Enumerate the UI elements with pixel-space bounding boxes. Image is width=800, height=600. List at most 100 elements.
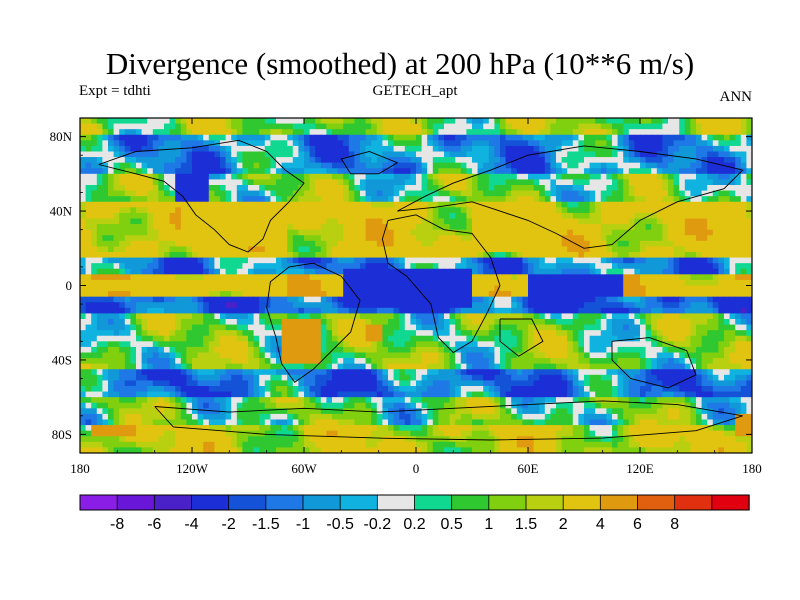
- field-cell: [203, 151, 210, 158]
- field-cell: [236, 179, 243, 186]
- field-cell: [152, 129, 159, 136]
- field-cell: [136, 129, 143, 136]
- field-cell: [584, 123, 591, 130]
- field-cell: [281, 129, 288, 136]
- field-cell: [589, 229, 596, 236]
- field-cell: [203, 252, 210, 259]
- field-cell: [192, 324, 199, 331]
- field-cell: [169, 151, 176, 158]
- field-cell: [298, 212, 305, 220]
- field-cell: [259, 319, 266, 326]
- field-cell: [348, 313, 355, 320]
- field-cell: [539, 240, 546, 248]
- field-cell: [141, 279, 148, 287]
- field-cell: [455, 274, 462, 281]
- field-cell: [404, 168, 411, 175]
- field-cell: [337, 229, 344, 236]
- field-cell: [236, 330, 243, 337]
- field-cell: [180, 229, 187, 236]
- field-cell: [634, 319, 641, 326]
- field-cell: [404, 134, 411, 141]
- field-cell: [724, 335, 731, 342]
- field-cell: [707, 229, 714, 236]
- field-cell: [488, 162, 495, 169]
- field-cell: [690, 224, 697, 231]
- field-cell: [186, 341, 193, 348]
- field-cell: [668, 134, 675, 141]
- field-cell: [679, 229, 686, 236]
- field-cell: [634, 274, 641, 281]
- field-cell: [136, 313, 143, 320]
- field-cell: [337, 218, 344, 225]
- field-cell: [393, 324, 400, 331]
- field-cell: [472, 246, 479, 253]
- field-cell: [500, 229, 507, 236]
- field-cell: [718, 252, 725, 259]
- field-cell: [673, 330, 680, 337]
- field-cell: [343, 190, 350, 197]
- field-cell: [287, 118, 294, 125]
- field-cell: [399, 123, 406, 130]
- field-cell: [438, 274, 445, 281]
- field-cell: [595, 145, 602, 153]
- field-cell: [180, 279, 187, 287]
- field-cell: [91, 196, 98, 203]
- field-cell: [578, 229, 585, 236]
- field-cell: [522, 246, 529, 253]
- field-cell: [85, 123, 92, 130]
- field-cell: [371, 134, 378, 141]
- field-cell: [354, 302, 361, 309]
- field-cell: [477, 252, 484, 259]
- field-cell: [376, 313, 383, 320]
- field-cell: [287, 252, 294, 259]
- field-cell: [432, 246, 439, 253]
- field-cell: [432, 341, 439, 348]
- field-cell: [740, 118, 747, 125]
- field-cell: [690, 341, 697, 348]
- field-cell: [124, 196, 131, 203]
- field-cell: [326, 346, 333, 354]
- field-cell: [152, 179, 159, 186]
- field-cell: [292, 319, 299, 326]
- field-cell: [707, 235, 714, 242]
- field-cell: [231, 268, 238, 275]
- field-cell: [617, 324, 624, 331]
- field-cell: [96, 118, 103, 125]
- field-cell: [651, 279, 658, 287]
- field-cell: [427, 268, 434, 275]
- field-cell: [634, 324, 641, 331]
- field-cell: [388, 307, 395, 315]
- field-cell: [724, 185, 731, 192]
- field-cell: [388, 140, 395, 147]
- field-cell: [656, 162, 663, 169]
- field-cell: [617, 240, 624, 248]
- field-cell: [124, 346, 131, 354]
- field-cell: [108, 246, 115, 253]
- field-cell: [651, 285, 658, 292]
- field-cell: [505, 123, 512, 130]
- field-cell: [528, 279, 535, 287]
- field-cell: [466, 179, 473, 186]
- field-cell: [124, 207, 131, 214]
- field-cell: [365, 335, 372, 342]
- field-cell: [662, 179, 669, 186]
- field-cell: [528, 274, 535, 281]
- field-cell: [595, 235, 602, 242]
- field-cell: [186, 307, 193, 315]
- field-cell: [707, 240, 714, 248]
- field-cell: [152, 140, 159, 147]
- field-cell: [80, 257, 87, 264]
- field-cell: [242, 296, 249, 303]
- field-cell: [119, 263, 126, 270]
- field-cell: [119, 179, 126, 186]
- field-cell: [505, 246, 512, 253]
- field-cell: [315, 246, 322, 253]
- field-cell: [124, 335, 131, 342]
- field-cell: [91, 134, 98, 141]
- field-cell: [449, 168, 456, 175]
- field-cell: [169, 257, 176, 264]
- field-cell: [220, 302, 227, 309]
- field-cell: [175, 285, 182, 292]
- field-cell: [729, 279, 736, 287]
- field-cell: [740, 140, 747, 147]
